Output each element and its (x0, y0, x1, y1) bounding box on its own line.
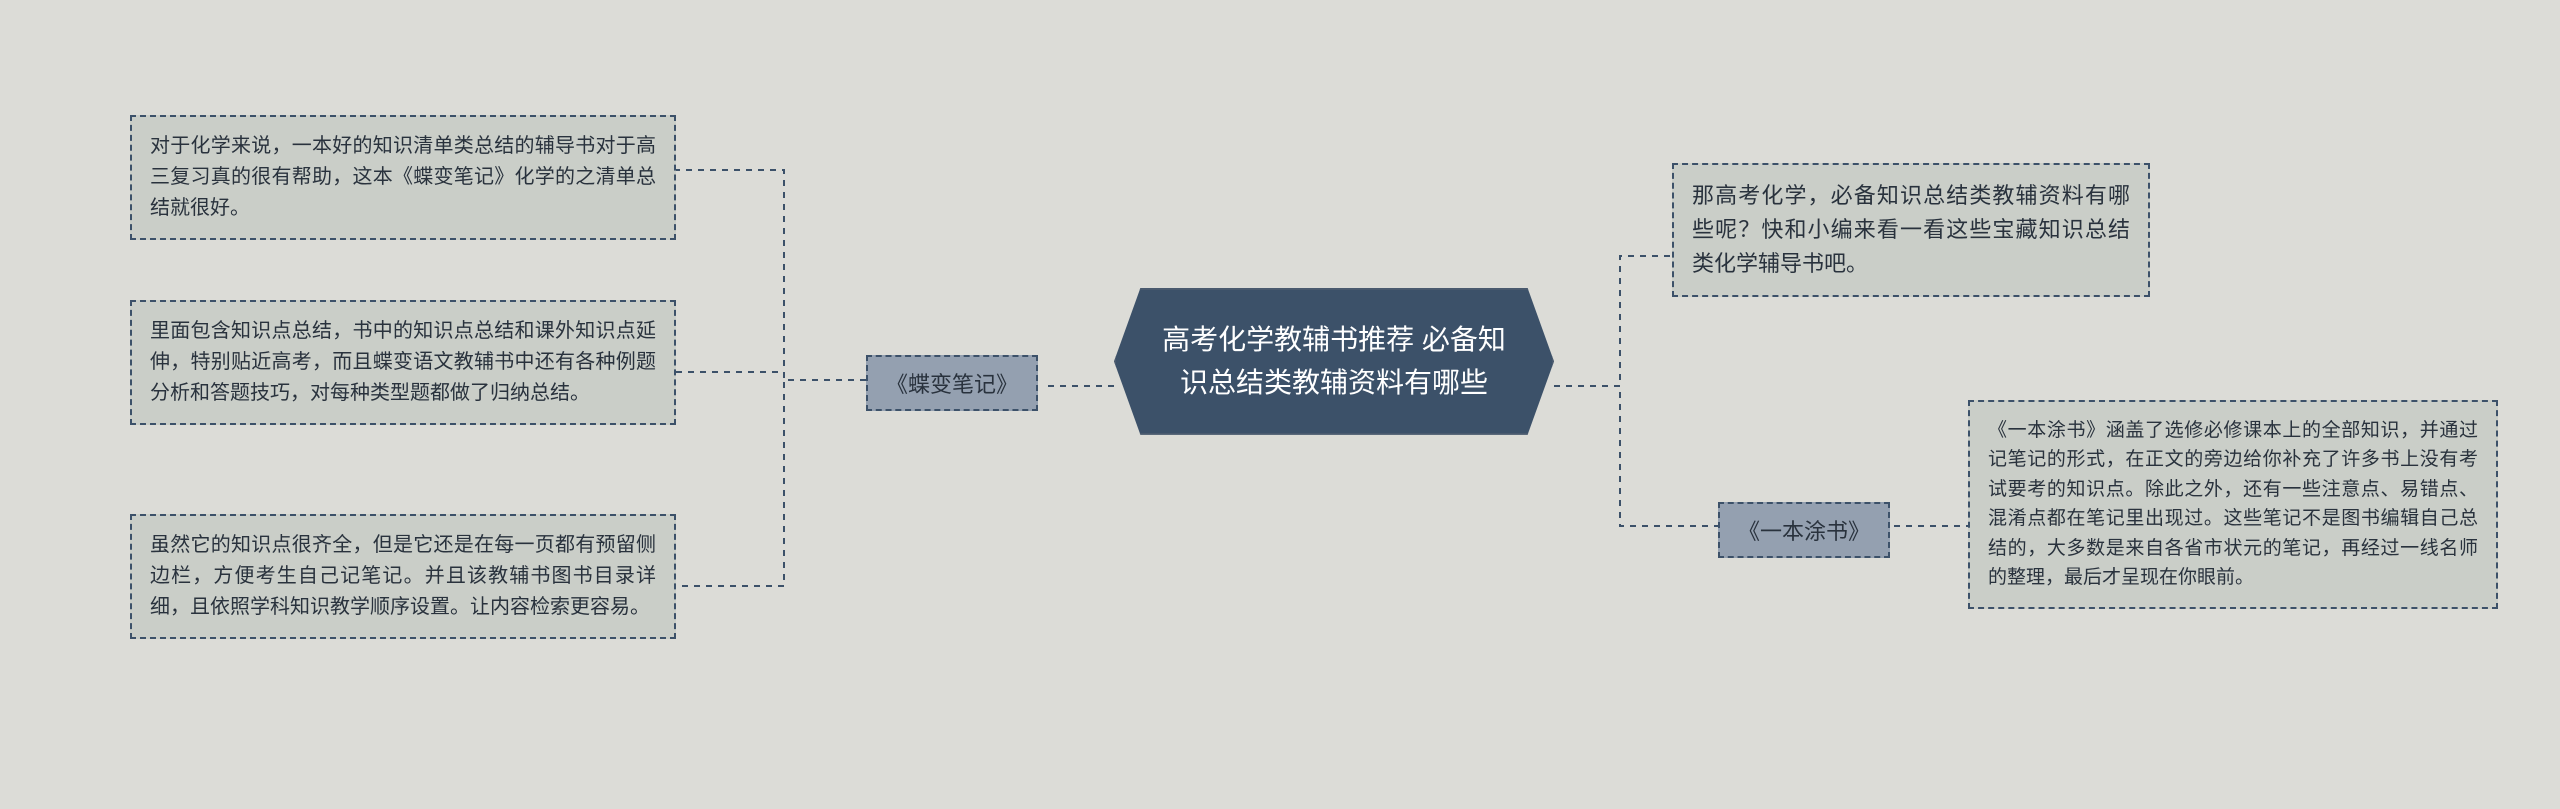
leaf-left-1-text: 里面包含知识点总结，书中的知识点总结和课外知识点延伸，特别贴近高考，而且蝶变语文… (150, 320, 656, 404)
leaf-left-0-text: 对于化学来说，一本好的知识清单类总结的辅导书对于高三复习真的很有帮助，这本《蝶变… (150, 135, 656, 219)
branch-right-label: 《一本涂书》 (1718, 502, 1890, 558)
leaf-left-0: 对于化学来说，一本好的知识清单类总结的辅导书对于高三复习真的很有帮助，这本《蝶变… (130, 115, 676, 240)
leaf-left-1: 里面包含知识点总结，书中的知识点总结和课外知识点延伸，特别贴近高考，而且蝶变语文… (130, 300, 676, 425)
leaf-right-intro: 那高考化学，必备知识总结类教辅资料有哪些呢？快和小编来看一看这些宝藏知识总结类化… (1672, 163, 2150, 297)
leaf-right-intro-text: 那高考化学，必备知识总结类教辅资料有哪些呢？快和小编来看一看这些宝藏知识总结类化… (1692, 183, 2130, 276)
leaf-right-0: 《一本涂书》涵盖了选修必修课本上的全部知识，并通过记笔记的形式，在正文的旁边给你… (1968, 400, 2498, 609)
center-topic-text: 高考化学教辅书推荐 必备知识总结类教辅资料有哪些 (1162, 324, 1506, 398)
branch-left-label-text: 《蝶变笔记》 (886, 372, 1018, 397)
center-topic: 高考化学教辅书推荐 必备知识总结类教辅资料有哪些 (1114, 288, 1554, 435)
leaf-right-0-text: 《一本涂书》涵盖了选修必修课本上的全部知识，并通过记笔记的形式，在正文的旁边给你… (1988, 420, 2478, 588)
branch-left-label: 《蝶变笔记》 (866, 355, 1038, 411)
mindmap-canvas: 高考化学教辅书推荐 必备知识总结类教辅资料有哪些 《蝶变笔记》 对于化学来说，一… (0, 0, 2560, 809)
branch-right-label-text: 《一本涂书》 (1738, 519, 1870, 544)
leaf-left-2: 虽然它的知识点很齐全，但是它还是在每一页都有预留侧边栏，方便考生自己记笔记。并且… (130, 514, 676, 639)
leaf-left-2-text: 虽然它的知识点很齐全，但是它还是在每一页都有预留侧边栏，方便考生自己记笔记。并且… (150, 534, 656, 618)
